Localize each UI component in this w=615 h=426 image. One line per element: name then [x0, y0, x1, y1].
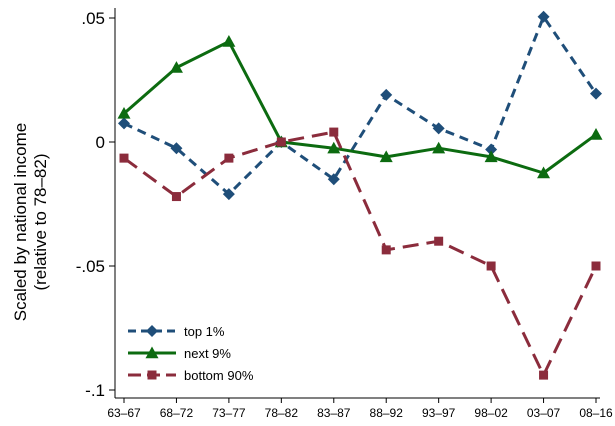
- data-point-marker: [170, 142, 183, 155]
- series-top-1-: [118, 10, 602, 201]
- y-axis-title-line1: Scaled by national income: [11, 123, 30, 321]
- data-point-marker: [539, 370, 549, 380]
- data-point-marker: [432, 122, 445, 135]
- legend: top 1% next 9% bottom 90%: [128, 324, 254, 383]
- x-tick-label: 63–67: [107, 406, 141, 420]
- data-point-marker: [432, 141, 446, 154]
- series-bottom-90-: [119, 127, 601, 380]
- data-point-marker: [379, 150, 393, 163]
- data-point-marker: [119, 153, 129, 163]
- data-point-marker: [222, 35, 236, 47]
- data-point-marker: [327, 141, 341, 154]
- data-point-marker: [590, 87, 602, 100]
- series-next-9-: [117, 35, 603, 179]
- y-axis-title-line2: (relative to 78–82): [31, 153, 50, 290]
- y-tick-label: 0: [96, 133, 105, 152]
- series-line: [123, 15, 598, 196]
- legend-marker: [145, 346, 159, 359]
- data-point-marker: [485, 143, 498, 156]
- series-line: [123, 40, 597, 175]
- legend-item: next 9%: [128, 346, 231, 361]
- x-tick-label: 73–77: [212, 406, 246, 420]
- series-layer: [117, 10, 603, 380]
- data-point-marker: [276, 137, 286, 147]
- x-tick-label: 78–82: [265, 406, 299, 420]
- x-tick-label: 83–87: [317, 406, 351, 420]
- data-point-marker: [329, 127, 339, 137]
- data-point-marker: [589, 128, 603, 140]
- data-point-marker: [118, 117, 130, 130]
- data-point-marker: [117, 106, 131, 119]
- y-tick-label: -.1: [85, 381, 105, 400]
- data-point-marker: [171, 192, 181, 202]
- data-point-marker: [380, 88, 393, 101]
- series-line: [123, 130, 598, 377]
- axes: .05 0 -.05 -.163–67 68–72 73–77 78–82 83–87 88–9…: [76, 8, 613, 420]
- data-point-marker: [169, 61, 183, 73]
- data-point-marker: [486, 261, 496, 271]
- data-point-marker: [537, 166, 551, 179]
- data-point-marker: [484, 150, 498, 163]
- x-tick-label: 03–07: [527, 406, 561, 420]
- x-tick-label: 93–97: [422, 406, 456, 420]
- legend-marker: [146, 325, 158, 337]
- data-point-marker: [224, 153, 234, 163]
- data-point-marker: [591, 261, 601, 271]
- y-axis-title: Scaled by national income (relative to 7…: [11, 123, 50, 321]
- legend-marker: [147, 370, 157, 380]
- data-point-marker: [537, 10, 550, 23]
- y-tick-label: -.05: [76, 257, 105, 276]
- data-point-marker: [222, 188, 235, 201]
- legend-label: next 9%: [184, 346, 231, 361]
- legend-label: bottom 90%: [184, 368, 254, 383]
- legend-item: top 1%: [128, 324, 225, 339]
- x-tick-label: 68–72: [160, 406, 194, 420]
- legend-label: top 1%: [184, 324, 225, 339]
- data-point-marker: [434, 236, 444, 246]
- x-tick-label: 88–92: [370, 406, 404, 420]
- y-tick-label: .05: [81, 9, 105, 28]
- x-tick-label: 98–02: [474, 406, 508, 420]
- data-point-marker: [327, 173, 340, 186]
- legend-item: bottom 90%: [128, 368, 254, 383]
- x-tick-label: 08–16: [579, 406, 613, 420]
- data-point-marker: [381, 245, 391, 255]
